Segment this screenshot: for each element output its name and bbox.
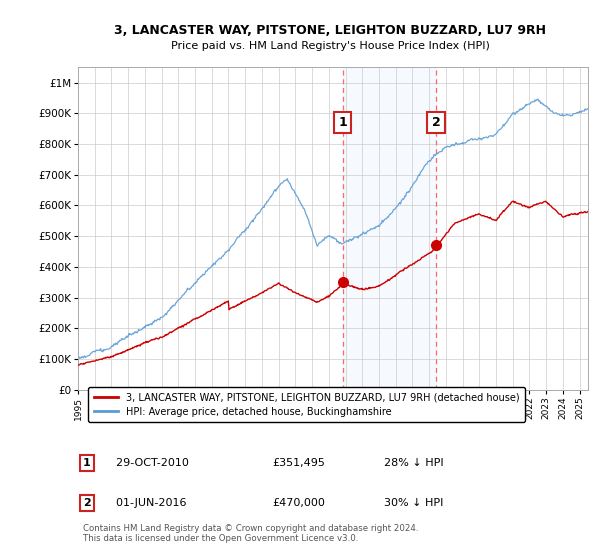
Text: £351,495: £351,495 — [272, 458, 325, 468]
Text: 01-JUN-2016: 01-JUN-2016 — [109, 498, 186, 508]
Bar — [343, 67, 436, 390]
Text: 2: 2 — [432, 116, 440, 129]
Legend: 3, LANCASTER WAY, PITSTONE, LEIGHTON BUZZARD, LU7 9RH (detached house), HPI: Ave: 3, LANCASTER WAY, PITSTONE, LEIGHTON BUZ… — [88, 387, 526, 422]
Text: 3, LANCASTER WAY, PITSTONE, LEIGHTON BUZZARD, LU7 9RH: 3, LANCASTER WAY, PITSTONE, LEIGHTON BUZ… — [114, 24, 546, 38]
Text: Price paid vs. HM Land Registry's House Price Index (HPI): Price paid vs. HM Land Registry's House … — [170, 41, 490, 52]
Text: 1: 1 — [83, 458, 91, 468]
Text: 30% ↓ HPI: 30% ↓ HPI — [384, 498, 443, 508]
Text: £470,000: £470,000 — [272, 498, 325, 508]
Text: 29-OCT-2010: 29-OCT-2010 — [109, 458, 188, 468]
Text: 2: 2 — [83, 498, 91, 508]
Text: 1: 1 — [338, 116, 347, 129]
Text: 28% ↓ HPI: 28% ↓ HPI — [384, 458, 443, 468]
Text: Contains HM Land Registry data © Crown copyright and database right 2024.
This d: Contains HM Land Registry data © Crown c… — [83, 524, 419, 543]
